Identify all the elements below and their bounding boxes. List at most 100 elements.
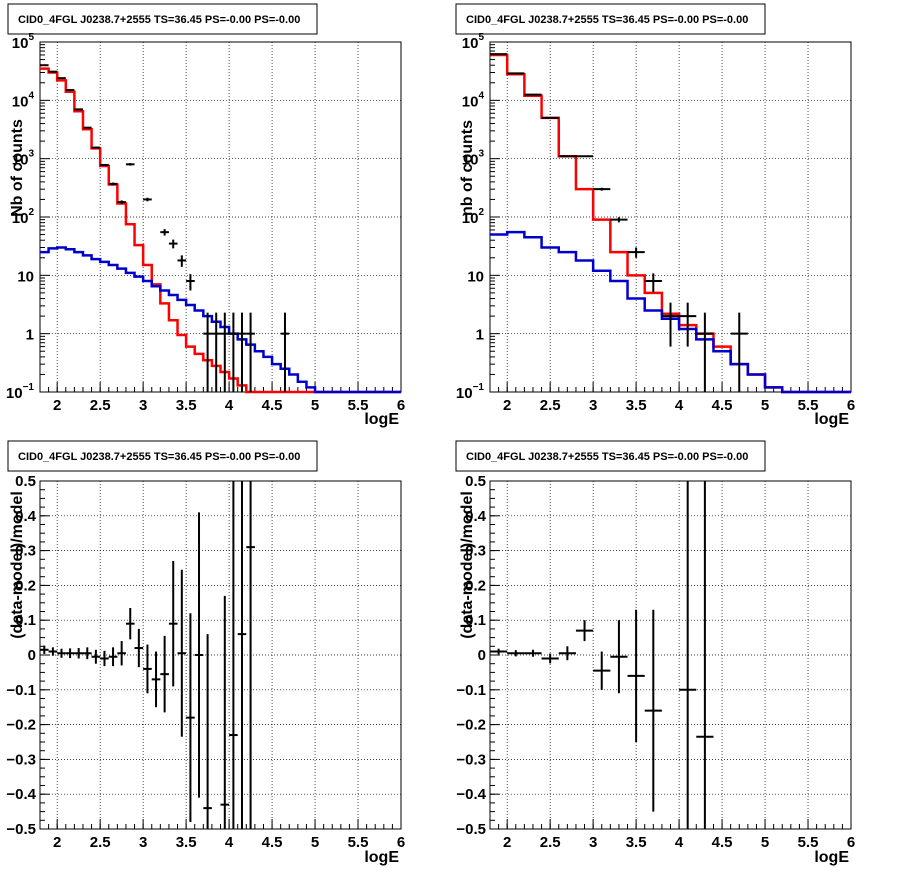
y-axis-title: (data-model)/model xyxy=(9,491,26,639)
data-point xyxy=(100,650,109,667)
x-tick-label: 2 xyxy=(503,834,511,851)
panel-title-box xyxy=(7,3,318,35)
data-point xyxy=(160,229,169,236)
y-tick-label: −0.3 xyxy=(6,751,36,768)
y-tick-exponent: 2 xyxy=(478,207,484,218)
data-point xyxy=(524,649,542,657)
data-point xyxy=(730,312,748,392)
y-tick-label: 104 xyxy=(12,90,35,110)
data-point xyxy=(507,650,525,657)
data-point xyxy=(211,312,221,392)
y-tick-label: 0.1 xyxy=(15,612,36,629)
y-tick-label: 10−1 xyxy=(456,382,485,402)
x-tick-label: 5 xyxy=(311,397,319,414)
panel-title-box xyxy=(7,440,318,472)
data-point xyxy=(627,609,645,742)
x-tick-label: 2.5 xyxy=(90,834,111,851)
y-tick-exponent: 2 xyxy=(28,207,34,218)
y-tick-label: 105 xyxy=(462,32,485,52)
x-tick-label: 2 xyxy=(503,397,511,414)
data-point xyxy=(507,72,525,75)
data-point xyxy=(143,197,152,202)
data-point xyxy=(82,647,92,660)
y-tick-label: 104 xyxy=(462,90,485,110)
x-tick-label: 3 xyxy=(589,397,597,414)
x-tick-label: 2 xyxy=(53,834,61,851)
y-tick-exponent: 3 xyxy=(478,149,484,160)
y-tick-label: −0.2 xyxy=(456,717,486,734)
x-tick-label: 6 xyxy=(847,834,855,851)
data-point xyxy=(610,217,628,223)
data-point xyxy=(168,239,178,249)
y-tick-label: 0.4 xyxy=(15,508,37,525)
panel-title: CID0_4FGL J0238.7+2555 TS=36.45 PS=-0.00… xyxy=(18,14,300,26)
data-point xyxy=(575,155,594,158)
data-point xyxy=(679,481,697,829)
x-tick-label: 2.5 xyxy=(540,397,561,414)
panel-top-right: CID0_4FGL J0238.7+2555 TS=36.45 PS=-0.00… xyxy=(455,3,855,428)
data-point xyxy=(558,646,576,661)
x-tick-label: 3.5 xyxy=(626,834,647,851)
x-tick-label: 6 xyxy=(397,397,405,414)
data-point xyxy=(100,163,109,166)
y-tick-label: 0.5 xyxy=(15,473,36,490)
data-point xyxy=(151,651,161,708)
x-axis-title: logE xyxy=(364,849,399,866)
x-tick-label: 4.5 xyxy=(712,397,733,414)
data-point xyxy=(203,634,212,829)
x-tick-label: 5.5 xyxy=(798,397,819,414)
x-tick-label: 2.5 xyxy=(90,397,111,414)
data-point xyxy=(220,312,230,392)
x-tick-label: 6 xyxy=(847,397,855,414)
y-axis-title: (data-model)/model xyxy=(459,491,476,639)
data-point xyxy=(490,648,508,655)
data-point xyxy=(91,146,101,149)
y-tick-label: 0.4 xyxy=(465,508,487,525)
data-point xyxy=(186,613,195,823)
data-point xyxy=(237,312,247,392)
data-point xyxy=(65,648,75,659)
data-point xyxy=(186,274,195,291)
x-tick-label: 3.5 xyxy=(626,397,647,414)
x-tick-label: 5.5 xyxy=(798,834,819,851)
data-point xyxy=(125,608,135,640)
y-tick-label: 0.5 xyxy=(465,473,486,490)
x-tick-label: 4 xyxy=(675,834,684,851)
data-point xyxy=(82,126,92,129)
x-axis-title: logE xyxy=(364,411,399,428)
y-tick-label: −0.3 xyxy=(456,751,486,768)
panel-title-box xyxy=(455,3,766,35)
x-tick-label: 4.5 xyxy=(262,834,283,851)
y-tick-label: 105 xyxy=(12,32,35,52)
data-point xyxy=(696,312,714,392)
x-tick-label: 4.5 xyxy=(712,834,733,851)
x-tick-label: 4 xyxy=(675,397,684,414)
y-tick-label: 1 xyxy=(26,327,34,344)
x-tick-label: 6 xyxy=(397,834,405,851)
y-tick-label: 0 xyxy=(478,647,486,664)
x-tick-label: 4 xyxy=(225,397,234,414)
panel-title: CID0_4FGL J0238.7+2555 TS=36.45 PS=-0.00… xyxy=(18,451,300,463)
data-point xyxy=(194,512,204,798)
y-tick-exponent: 5 xyxy=(28,32,34,43)
data-point xyxy=(74,108,83,111)
x-tick-label: 3 xyxy=(589,834,597,851)
histogram-series-source-model xyxy=(490,230,851,394)
y-axis-title: Nb of counts xyxy=(9,119,26,217)
y-tick-label: −0.5 xyxy=(456,821,486,838)
data-point xyxy=(593,187,611,191)
x-axis-title: logE xyxy=(814,411,849,428)
data-point xyxy=(246,312,255,392)
y-tick-label: −0.1 xyxy=(6,682,36,699)
y-tick-label: 0.3 xyxy=(15,543,36,560)
data-point xyxy=(177,569,187,737)
data-point xyxy=(541,653,559,664)
data-point xyxy=(237,481,247,829)
x-tick-label: 5 xyxy=(761,397,769,414)
x-tick-label: 2.5 xyxy=(540,834,561,851)
data-point xyxy=(696,481,714,829)
y-tick-label: 0.2 xyxy=(465,577,486,594)
x-tick-label: 3 xyxy=(139,834,147,851)
y-tick-label: 1 xyxy=(476,327,484,344)
